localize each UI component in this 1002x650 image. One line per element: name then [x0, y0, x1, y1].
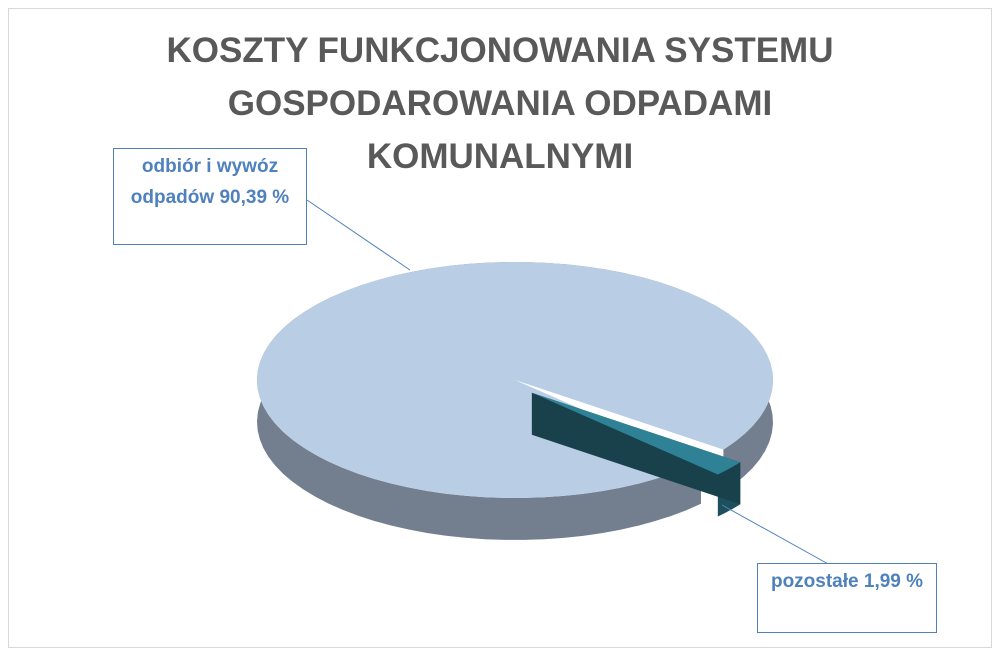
slice — [531, 392, 741, 475]
data-label: odbiór i wywóz odpadów 90,39 % — [113, 148, 307, 245]
data-label: pozostałe 1,99 % — [757, 563, 937, 633]
chart-frame — [8, 8, 992, 648]
label-value: 1,99 % — [863, 571, 924, 592]
leader-line — [306, 199, 411, 271]
leader-line — [721, 504, 831, 566]
label-category: odbiór i wywóz odpadów — [130, 156, 279, 208]
slice-side — [531, 392, 741, 505]
label-value: 90,39 % — [219, 187, 290, 208]
label-category: pozostałe — [770, 571, 859, 592]
chart-title: KOSZTY FUNKCJONOWANIA SYSTEMU GOSPODAROW… — [166, 31, 834, 176]
